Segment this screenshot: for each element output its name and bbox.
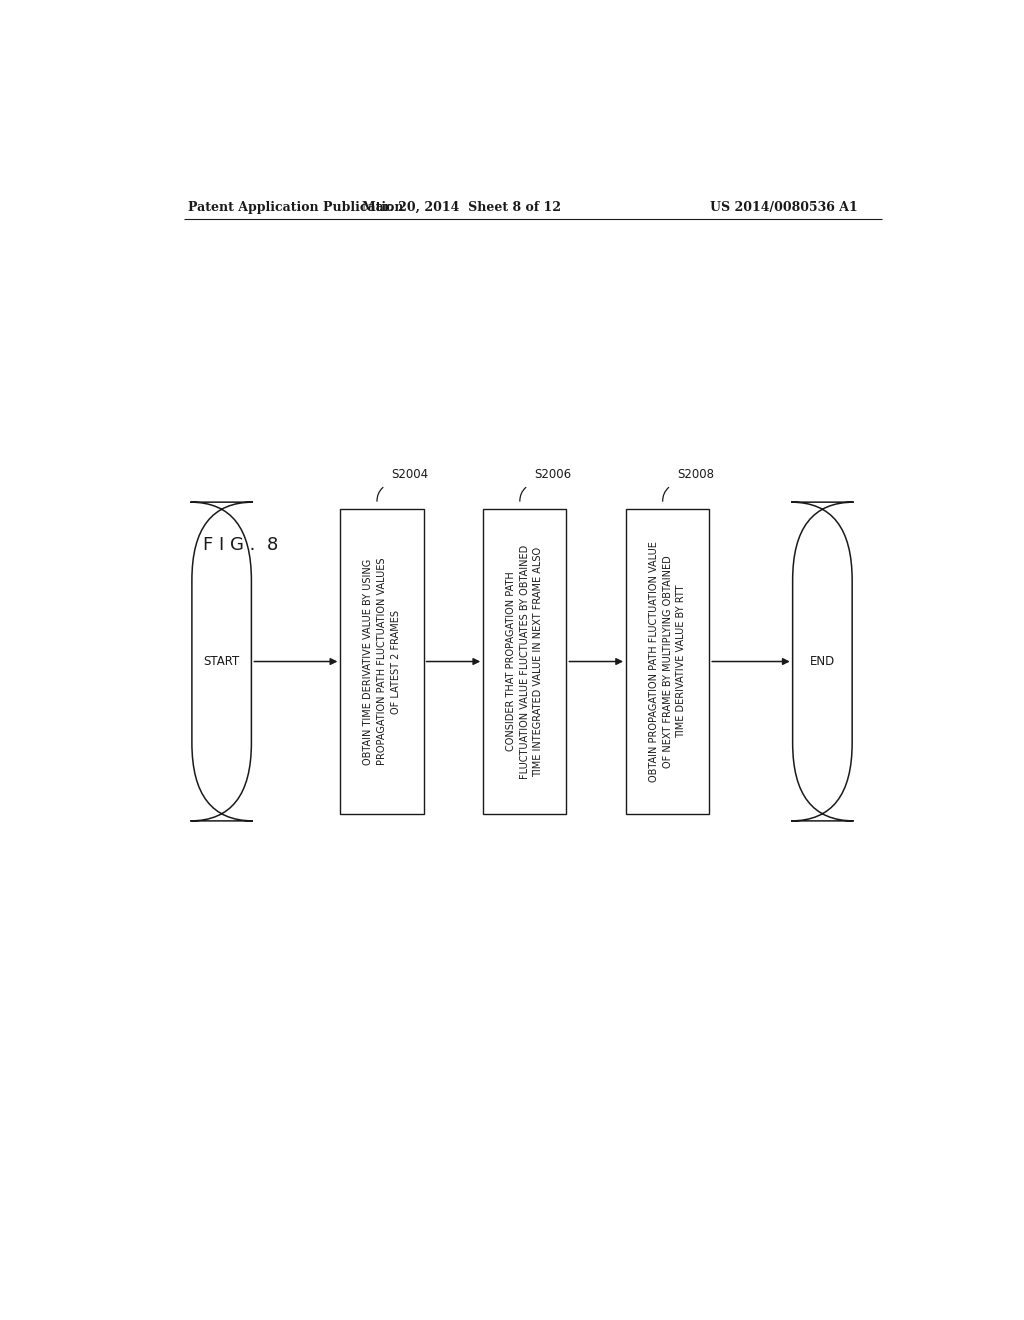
Text: S2006: S2006	[535, 467, 571, 480]
Text: CONSIDER THAT PROPAGATION PATH
FLUCTUATION VALUE FLUCTUATES BY OBTAINED
TIME INT: CONSIDER THAT PROPAGATION PATH FLUCTUATI…	[506, 544, 544, 779]
Text: S2004: S2004	[391, 467, 429, 480]
FancyBboxPatch shape	[190, 502, 253, 821]
Text: US 2014/0080536 A1: US 2014/0080536 A1	[711, 201, 858, 214]
Bar	[626, 510, 710, 814]
Text: Mar. 20, 2014  Sheet 8 of 12: Mar. 20, 2014 Sheet 8 of 12	[361, 201, 561, 214]
Text: END: END	[810, 655, 835, 668]
FancyBboxPatch shape	[792, 502, 854, 821]
Text: OBTAIN TIME DERIVATIVE VALUE BY USING
PROPAGATION PATH FLUCTUATION VALUES
OF LAT: OBTAIN TIME DERIVATIVE VALUE BY USING PR…	[364, 558, 400, 766]
Text: START: START	[204, 655, 240, 668]
Text: F I G .  8: F I G . 8	[204, 536, 279, 553]
Text: OBTAIN PROPAGATION PATH FLUCTUATION VALUE
OF NEXT FRAME BY MULTIPLYING OBTAINED
: OBTAIN PROPAGATION PATH FLUCTUATION VALU…	[649, 541, 686, 781]
Text: Patent Application Publication: Patent Application Publication	[187, 201, 403, 214]
Text: S2008: S2008	[677, 467, 714, 480]
Bar	[483, 510, 566, 814]
Bar	[340, 510, 424, 814]
